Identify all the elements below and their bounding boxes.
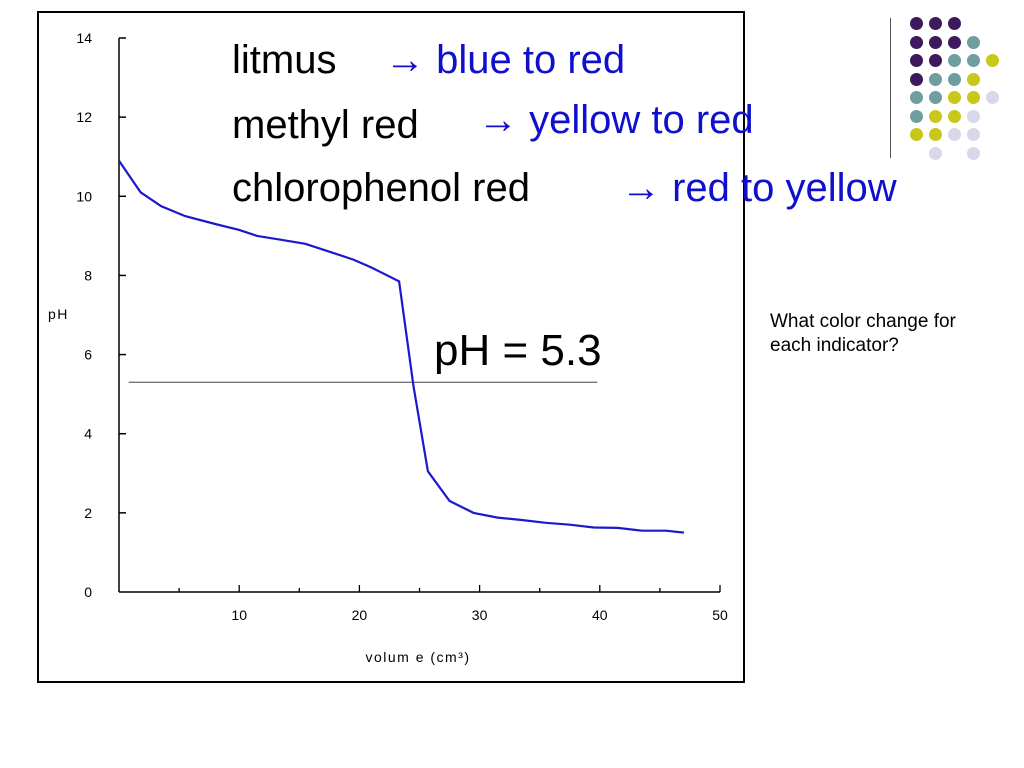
decor-dot [967, 35, 980, 49]
ph-annotation: pH = 5.3 [434, 326, 602, 375]
indicator-change: → red to yellow [621, 166, 897, 210]
indicator-litmus: litmus [232, 38, 336, 83]
decor-dot [929, 91, 942, 104]
decor-dot [929, 35, 942, 49]
decor-dot [967, 91, 980, 104]
x-tick-label: 30 [472, 607, 488, 623]
decor-dot [929, 54, 942, 67]
decor-dot [929, 146, 942, 160]
y-tick-label: 8 [84, 267, 92, 283]
decor-dot [948, 91, 961, 104]
indicator-name: methyl red [232, 103, 419, 147]
decor-dot [929, 109, 942, 123]
decor-dot [929, 72, 942, 86]
y-tick-label: 0 [84, 584, 92, 600]
ticks: 0 2 4 6 8 10 12 14 10 20 30 40 50 [76, 30, 728, 623]
y-tick-label: 14 [76, 30, 92, 46]
indicator-change: → blue to red [385, 38, 626, 82]
decor-dot [967, 54, 980, 67]
x-tick-label: 20 [352, 607, 368, 623]
decor-dot [967, 128, 980, 141]
titration-chart: 0 2 4 6 8 10 12 14 10 20 30 40 50 pH volum e (cm³) [48, 30, 728, 665]
y-tick-label: 12 [76, 109, 92, 125]
indicator-methyl-red: methyl red [232, 103, 419, 148]
decor-dot [910, 72, 923, 86]
decor-dot [910, 128, 923, 141]
decor-dot [910, 35, 923, 49]
y-tick-label: 10 [76, 188, 92, 204]
x-tick-label: 50 [712, 607, 728, 623]
decor-dot [910, 17, 923, 30]
decor-dot [967, 146, 980, 160]
decor-dot [910, 91, 923, 104]
decor-dot [967, 109, 980, 123]
decor-dot [948, 72, 961, 86]
indicator-methyl-red-change: → yellow to red [478, 98, 754, 143]
decor-dot [929, 128, 942, 141]
decor-dot [948, 35, 961, 49]
decor-dot [986, 54, 999, 67]
decor-dot [948, 54, 961, 67]
decor-dot [929, 17, 942, 30]
indicator-change: → yellow to red [478, 98, 754, 142]
decor-divider [890, 18, 891, 158]
decor-dot [948, 17, 961, 30]
decor-dot [948, 128, 961, 141]
decor-dot [967, 72, 980, 86]
question-text: What color change for each indicator? [770, 311, 956, 356]
x-axis-title: volum e (cm³) [365, 649, 470, 665]
indicator-name: litmus [232, 38, 337, 82]
decor-dot [910, 54, 923, 67]
indicator-chlorophenol-red: chlorophenol red [232, 166, 530, 211]
y-tick-label: 4 [84, 426, 92, 442]
y-axis-title: pH [48, 306, 69, 322]
chart-frame [37, 11, 745, 683]
y-tick-label: 6 [84, 347, 92, 363]
decor-dot [948, 109, 961, 123]
y-tick-label: 2 [84, 505, 92, 521]
titration-curve [118, 160, 685, 534]
decor-dot [986, 91, 999, 104]
indicator-name: chlorophenol red [232, 166, 530, 210]
decor-dot [910, 109, 923, 123]
x-tick-label: 40 [592, 607, 608, 623]
indicator-litmus-change: → blue to red [385, 38, 625, 83]
decor-dot-grid [890, 14, 1010, 164]
x-tick-label: 10 [231, 607, 247, 623]
indicator-chlorophenol-red-change: → red to yellow [621, 166, 897, 211]
